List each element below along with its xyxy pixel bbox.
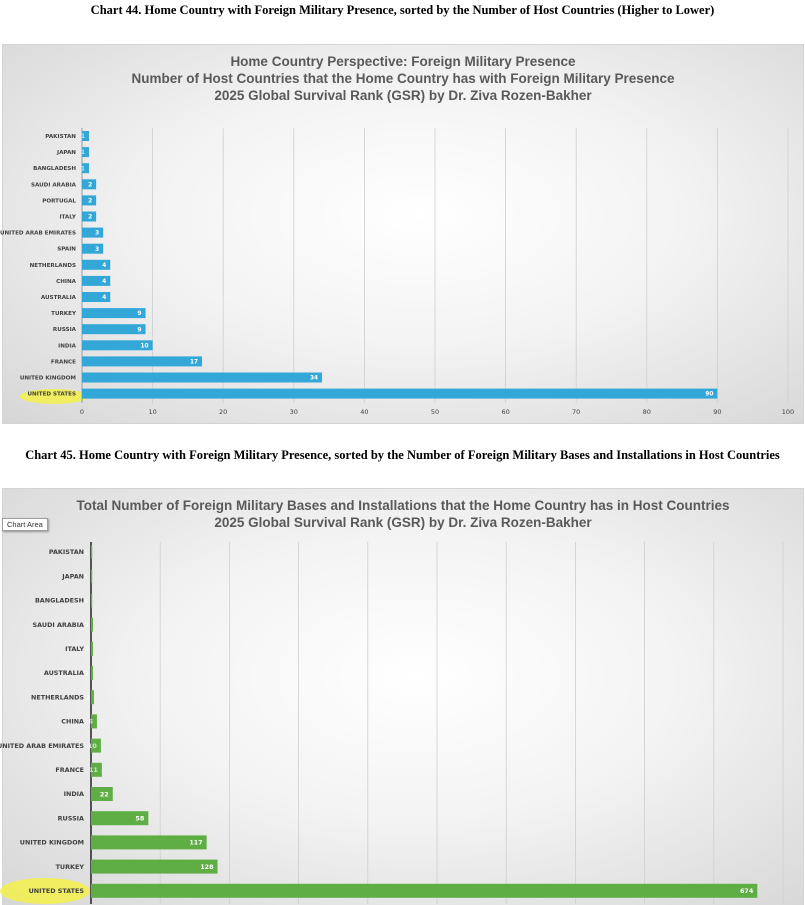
chart-area-tooltip: Chart Area (2, 518, 48, 531)
chart45-caption: Chart 45. Home Country with Foreign Mili… (25, 448, 780, 462)
chart45-title-line: 2025 Global Survival Rank (GSR) by Dr. Z… (214, 515, 592, 530)
chart45-title-line: Total Number of Foreign Military Bases a… (76, 498, 730, 513)
chart44-area[interactable]: Home Country Perspective: Foreign Milita… (2, 44, 804, 424)
chart44-title: Home Country Perspective: Foreign Milita… (3, 53, 803, 104)
highlight-marker (20, 389, 88, 404)
chart44-title-line: Number of Host Countries that the Home C… (131, 71, 675, 86)
chart44-caption: Chart 44. Home Country with Foreign Mili… (90, 3, 715, 17)
highlight-marker (0, 878, 90, 904)
chart44-title-line: 2025 Global Survival Rank (GSR) by Dr. Z… (214, 88, 592, 103)
chart45-area[interactable]: Total Number of Foreign Military Bases a… (2, 488, 804, 905)
chart44-title-line: Home Country Perspective: Foreign Milita… (230, 54, 576, 69)
chart45-title: Total Number of Foreign Military Bases a… (3, 497, 803, 531)
